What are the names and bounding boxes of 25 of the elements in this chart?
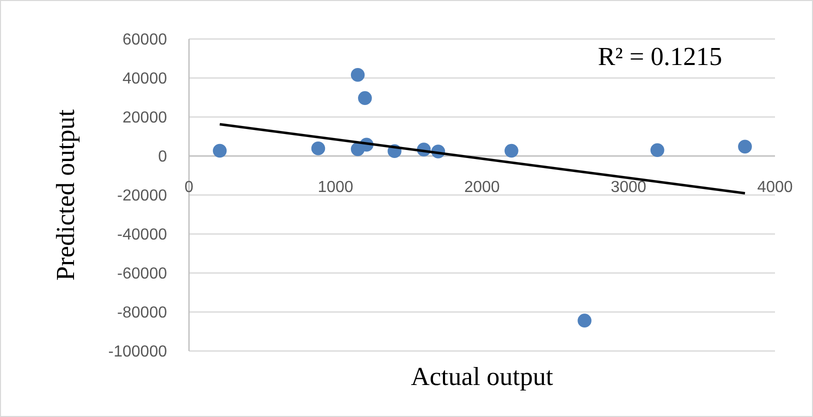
- y-tick-label: -80000: [117, 304, 168, 322]
- point: [578, 314, 592, 328]
- x-tick-label: 3000: [610, 179, 646, 196]
- y-tick-label: 40000: [122, 70, 168, 88]
- y-axis-title: Predicted output: [51, 108, 80, 281]
- y-tick-label: -100000: [108, 344, 168, 361]
- point: [738, 140, 752, 154]
- x-tick-label: 4000: [757, 179, 793, 196]
- x-tick-label: 1000: [318, 179, 354, 196]
- point: [358, 91, 372, 105]
- x-tick-label: 2000: [464, 179, 500, 196]
- y-tick-label: 0: [158, 148, 168, 166]
- point: [212, 144, 227, 158]
- point: [504, 144, 518, 158]
- y-tick-label: -20000: [117, 188, 168, 205]
- y-tick-label: 20000: [122, 110, 168, 127]
- point: [350, 68, 365, 82]
- y-tick-label: -60000: [117, 266, 168, 283]
- point: [311, 142, 326, 156]
- x-tick-label: 0: [184, 179, 194, 196]
- x-axis-title: Actual output: [410, 362, 554, 391]
- point: [650, 143, 664, 158]
- y-tick-label: -40000: [117, 226, 168, 244]
- y-tick-label: 60000: [122, 32, 168, 49]
- annotation: R² = 0.1215: [598, 42, 722, 71]
